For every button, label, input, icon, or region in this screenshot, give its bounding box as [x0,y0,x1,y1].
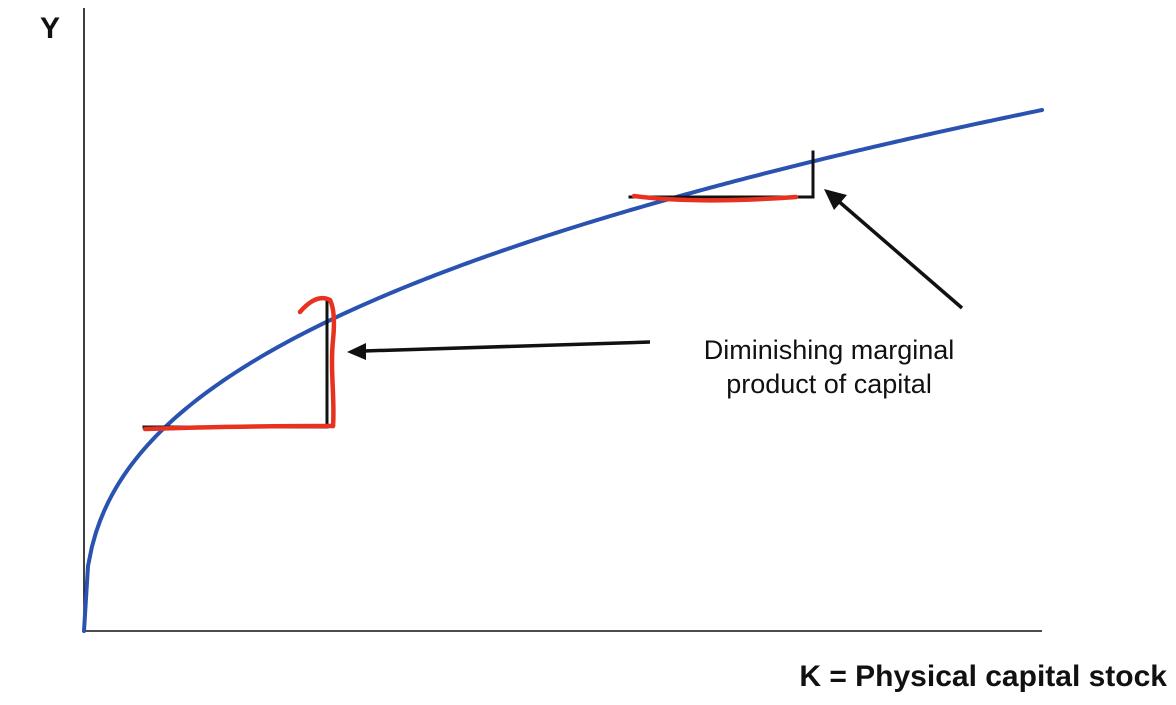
arrow-to-lower-step [347,340,651,360]
upper-step-black-marker [628,150,815,199]
arrow-to-upper-step [824,189,964,310]
lower-step-red-run [142,423,336,432]
annotation-line-2: product of capital [726,369,932,399]
lower-step [142,295,337,432]
upper-step-red-run [631,193,799,203]
upper-step [628,150,815,203]
annotation-line-1: Diminishing marginal [704,335,955,365]
y-axis-label: Y [40,12,60,45]
arrowhead-up-left [824,189,847,210]
lower-step-red-rise [297,295,337,429]
production-function-curve [82,108,1044,633]
arrowhead-left [347,343,366,360]
x-axis-label: K = Physical capital stock [799,660,1167,693]
lower-step-black-marker [142,298,329,429]
